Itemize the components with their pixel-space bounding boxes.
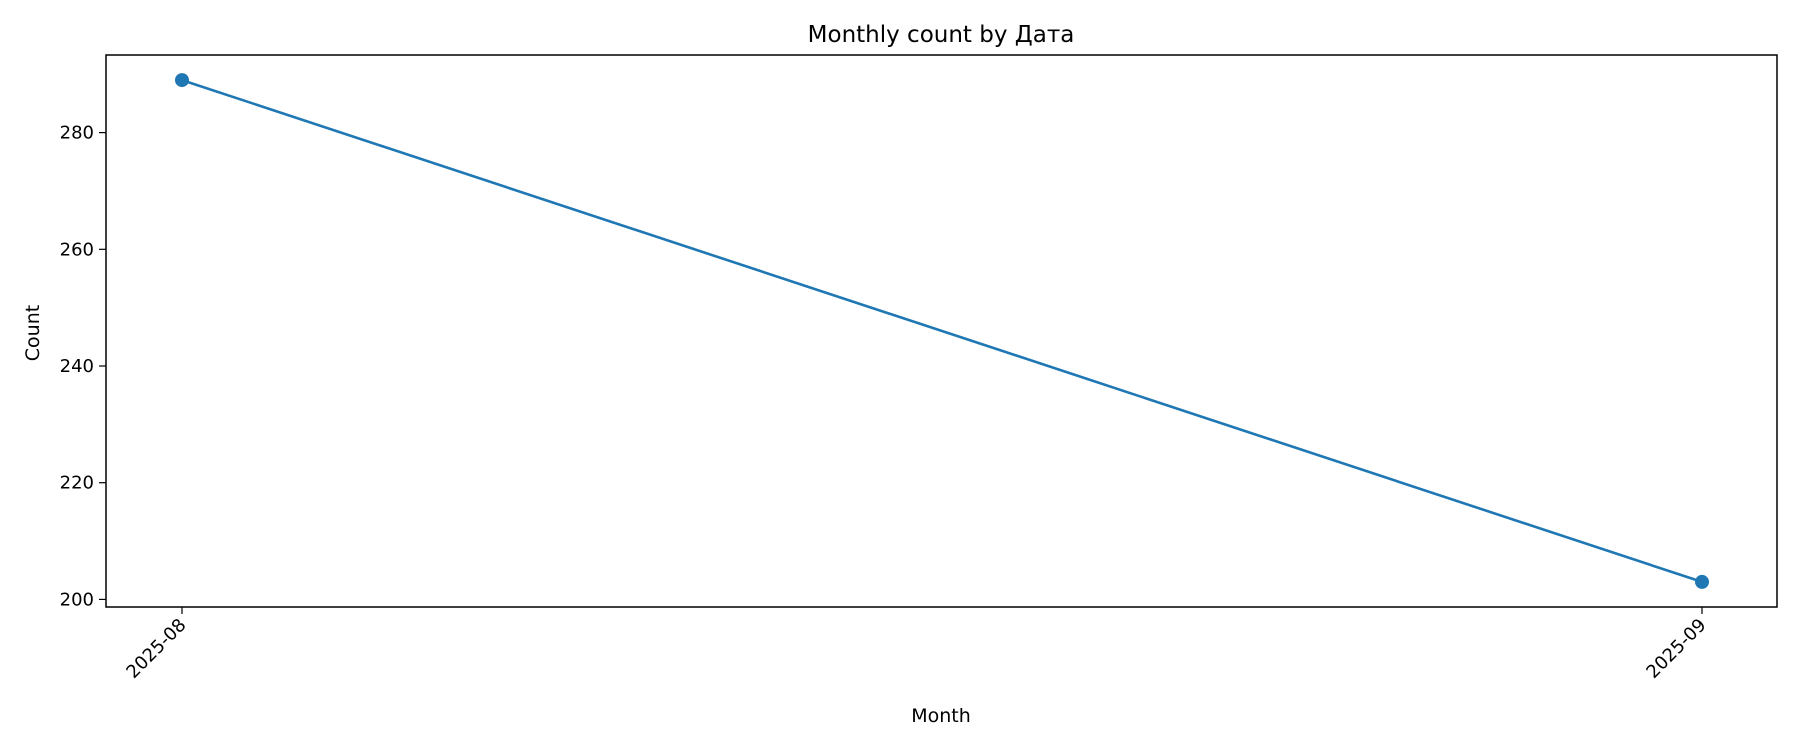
y-tick-label: 200	[60, 589, 94, 610]
y-axis-ticks: 200 220 240 260 280	[60, 123, 106, 610]
series-line	[181, 78, 1703, 584]
y-axis-label: Count	[22, 305, 44, 361]
x-axis-label: Month	[911, 705, 971, 727]
plot-frame	[105, 54, 1778, 608]
series-group	[175, 73, 1709, 589]
y-tick-label: 260	[60, 239, 94, 260]
data-point	[1695, 574, 1709, 589]
y-tick-label: 280	[60, 123, 94, 144]
y-tick-label: 240	[60, 356, 94, 377]
data-point	[175, 73, 189, 88]
y-tick-label: 220	[60, 473, 94, 494]
chart-title: Monthly count by Дата	[808, 22, 1075, 48]
